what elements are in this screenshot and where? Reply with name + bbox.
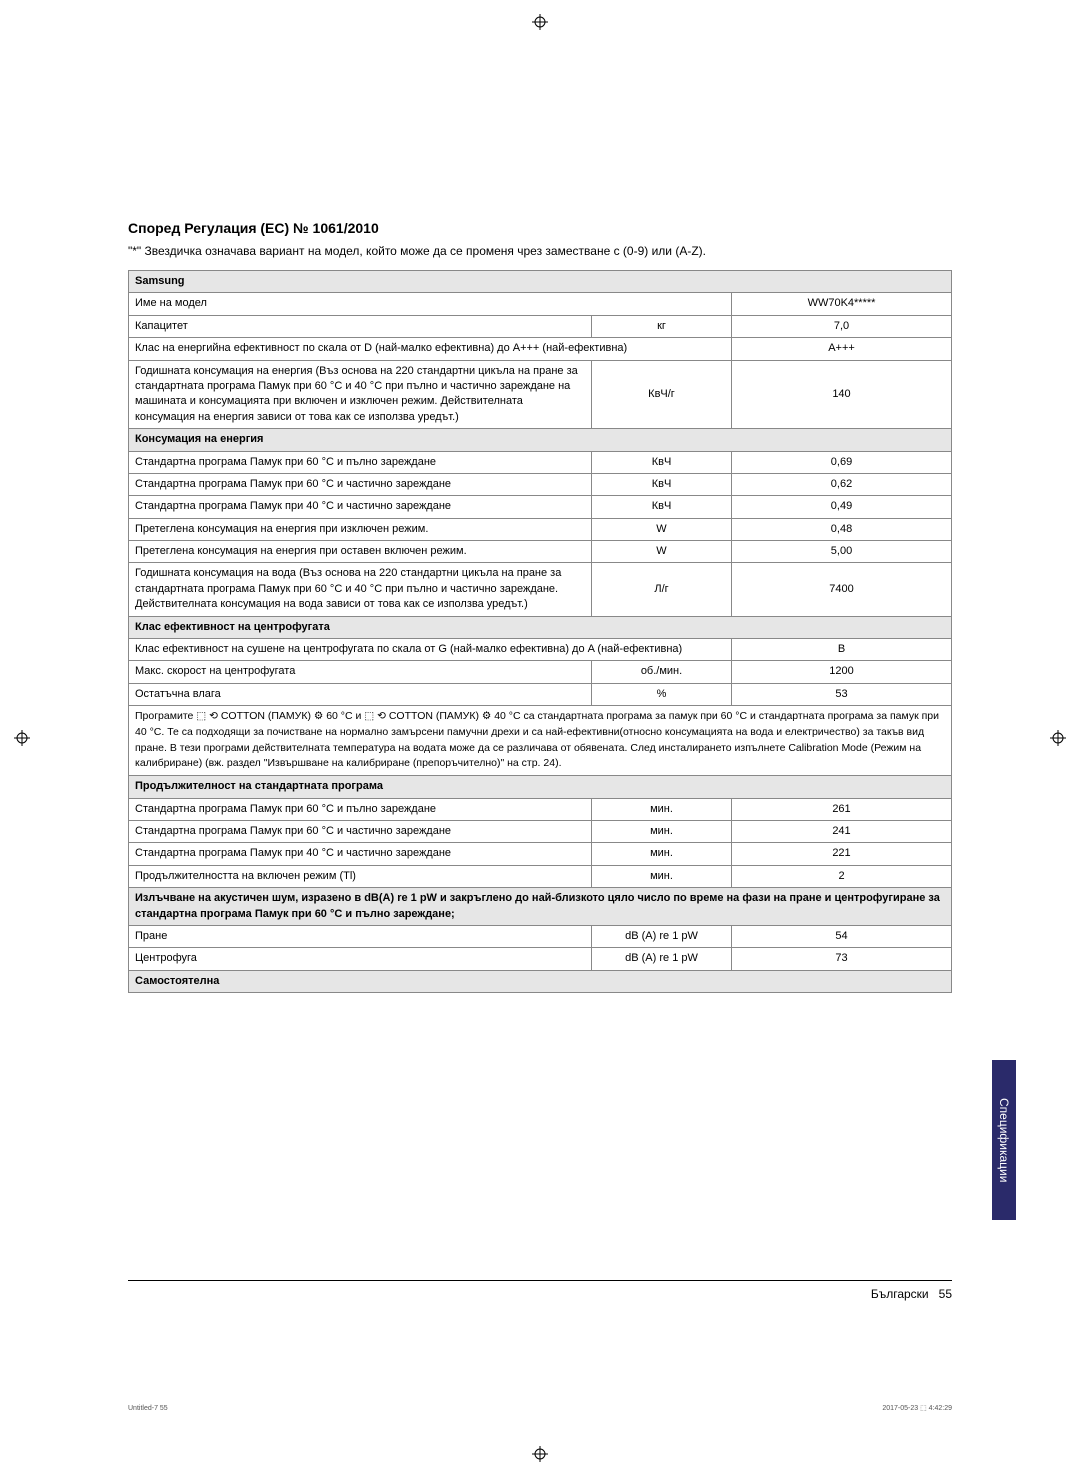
row-unit: %	[592, 683, 732, 705]
row-value: 0,49	[732, 496, 952, 518]
row-label: Клас ефективност на сушене на центрофуга…	[129, 639, 732, 661]
row-value: WW70K4*****	[732, 293, 952, 315]
row-value: 241	[732, 820, 952, 842]
row-unit: мин.	[592, 843, 732, 865]
row-label: Име на модел	[129, 293, 732, 315]
row-label: Продължителността на включен режим (Tl)	[129, 865, 592, 887]
row-unit: мин.	[592, 798, 732, 820]
row-label: Макс. скорост на центрофугата	[129, 661, 592, 683]
row-unit: КвЧ	[592, 496, 732, 518]
row-label: Стандартна програма Памук при 60 °C и пъ…	[129, 451, 592, 473]
row-value: 0,69	[732, 451, 952, 473]
registration-mark-top	[532, 14, 548, 30]
row-label: Стандартна програма Памук при 40 °C и ча…	[129, 843, 592, 865]
row-value: 221	[732, 843, 952, 865]
row-unit: КвЧ	[592, 451, 732, 473]
row-value: 73	[732, 948, 952, 970]
row-unit: мин.	[592, 820, 732, 842]
row-unit: dB (A) re 1 pW	[592, 948, 732, 970]
section-header: Излъчване на акустичен шум, изразено в d…	[129, 888, 952, 926]
row-value: 7,0	[732, 315, 952, 337]
registration-mark-bottom	[532, 1446, 548, 1462]
section-header: Консумация на енергия	[129, 429, 952, 451]
registration-mark-right	[1050, 730, 1066, 746]
row-value: 7400	[732, 563, 952, 616]
row-label: Остатъчна влага	[129, 683, 592, 705]
section-header: Продължителност на стандартната програма	[129, 776, 952, 798]
print-info-left: Untitled-7 55	[128, 1405, 168, 1412]
row-label: Претеглена консумация на енергия при изк…	[129, 518, 592, 540]
registration-mark-left	[14, 730, 30, 746]
row-value: 53	[732, 683, 952, 705]
row-value: B	[732, 639, 952, 661]
row-label: Самостоятелна	[129, 970, 952, 992]
row-value: 0,62	[732, 473, 952, 495]
row-unit: об./мин.	[592, 661, 732, 683]
row-value: 1200	[732, 661, 952, 683]
row-unit: Л/г	[592, 563, 732, 616]
row-value: 54	[732, 925, 952, 947]
row-value: 261	[732, 798, 952, 820]
row-label: Стандартна програма Памук при 60 °C и ча…	[129, 473, 592, 495]
row-label: Капацитет	[129, 315, 592, 337]
brand-header: Samsung	[129, 271, 952, 293]
row-unit: W	[592, 541, 732, 563]
row-unit: W	[592, 518, 732, 540]
row-unit: dB (A) re 1 pW	[592, 925, 732, 947]
row-unit: КвЧ	[592, 473, 732, 495]
footer-page-number: 55	[939, 1287, 952, 1301]
print-info-right: 2017-05-23 ⬚ 4:42:29	[882, 1404, 952, 1412]
row-label: Клас на енергийна ефективност по скала о…	[129, 338, 732, 360]
row-label: Стандартна програма Памук при 60 °C и пъ…	[129, 798, 592, 820]
programs-note: Програмите ⬚ ⟲ COTTON (ПАМУК) ⚙ 60 °C и …	[129, 706, 952, 776]
row-label: Пране	[129, 925, 592, 947]
page-content: Според Регулация (EC) № 1061/2010 "*" Зв…	[128, 220, 952, 993]
row-value: 5,00	[732, 541, 952, 563]
row-label: Стандартна програма Памук при 60 °C и ча…	[129, 820, 592, 842]
row-unit: кг	[592, 315, 732, 337]
section-tab: Спецификации	[992, 1060, 1016, 1220]
row-unit: КвЧ/г	[592, 360, 732, 429]
regulation-title: Според Регулация (EC) № 1061/2010	[128, 220, 952, 236]
row-value: 140	[732, 360, 952, 429]
page-footer: Български 55	[128, 1280, 952, 1301]
row-label: Годишната консумация на вода (Въз основа…	[129, 563, 592, 616]
row-label: Стандартна програма Памук при 40 °C и ча…	[129, 496, 592, 518]
row-value: 0,48	[732, 518, 952, 540]
footer-language: Български	[871, 1287, 929, 1301]
section-header: Клас ефективност на центрофугата	[129, 616, 952, 638]
row-value: A+++	[732, 338, 952, 360]
row-label: Центрофуга	[129, 948, 592, 970]
row-unit: мин.	[592, 865, 732, 887]
row-label: Претеглена консумация на енергия при ост…	[129, 541, 592, 563]
row-value: 2	[732, 865, 952, 887]
regulation-note: "*" Звездичка означава вариант на модел,…	[128, 244, 952, 258]
spec-table: Samsung Име на модел WW70K4***** Капацит…	[128, 270, 952, 993]
row-label: Годишната консумация на енергия (Въз осн…	[129, 360, 592, 429]
